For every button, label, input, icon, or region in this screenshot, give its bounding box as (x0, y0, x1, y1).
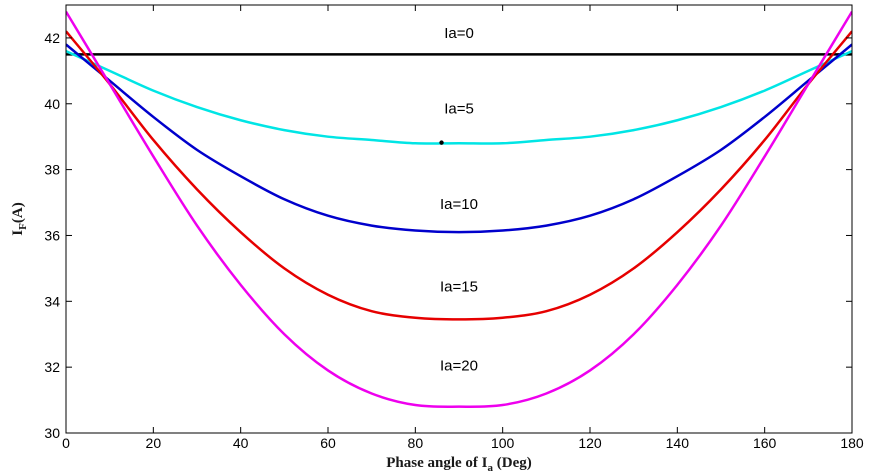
tick-layer: 0 20 40 60 80 100 120 140 160 180 30 32 34 36 38 40 42 (44, 5, 864, 451)
x-axis-title-base: Phase angle of I (386, 455, 487, 471)
y-tick-label: 36 (44, 227, 60, 243)
x-tick-label: 140 (666, 435, 690, 451)
x-axis-title: Phase angle of Ia (Deg) (386, 455, 531, 472)
series-layer (66, 10, 852, 408)
x-axis-title-sub: a (488, 462, 494, 472)
x-tick-label: 20 (146, 435, 162, 451)
curve-label-3: Ia=15 (440, 278, 478, 295)
y-axis-title-suffix: (A) (10, 202, 26, 223)
y-axis-title-base: I (10, 230, 26, 236)
y-tick-label: 32 (44, 359, 60, 375)
x-tick-label: 0 (62, 435, 70, 451)
series-line-4 (66, 10, 852, 408)
curve-label-4: Ia=20 (440, 357, 478, 374)
x-tick-label: 180 (840, 435, 864, 451)
x-tick-label: 100 (491, 435, 515, 451)
x-tick-label: 120 (578, 435, 602, 451)
data-marker (439, 140, 444, 145)
x-axis-title-suffix: (Deg) (493, 455, 532, 471)
y-axis-title-sub: F (17, 223, 29, 230)
y-tick-label: 40 (44, 96, 60, 112)
curve-label-2: Ia=10 (440, 196, 478, 213)
x-tick-label: 40 (233, 435, 249, 451)
x-tick-label: 80 (408, 435, 424, 451)
y-axis-title: IF(A) (10, 202, 29, 235)
annotation-layer: Ia=0 Ia=5 Ia=10 Ia=15 Ia=20 (440, 25, 478, 375)
x-tick-label: 160 (753, 435, 777, 451)
curve-label-1: Ia=5 (444, 101, 474, 118)
x-tick-label: 60 (320, 435, 336, 451)
y-tick-label: 42 (44, 30, 60, 46)
series-line-3 (66, 30, 852, 321)
series-line-2 (66, 43, 852, 234)
y-tick-label: 30 (44, 425, 60, 441)
y-tick-label: 34 (44, 293, 60, 309)
y-tick-label: 38 (44, 162, 60, 178)
series-line-1 (66, 49, 852, 145)
curve-label-0: Ia=0 (444, 25, 474, 42)
plot-frame (65, 4, 853, 434)
